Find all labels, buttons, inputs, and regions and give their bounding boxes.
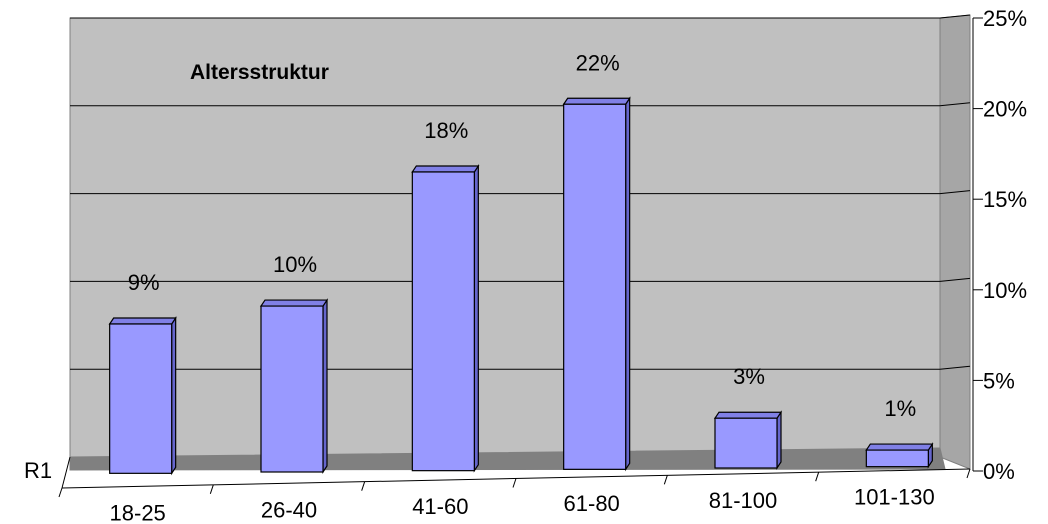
bar-value-label: 18%	[424, 118, 468, 143]
value-axis-tick-label: 10%	[983, 278, 1027, 303]
category-label: 18-25	[110, 500, 166, 524]
gridline-side	[939, 277, 971, 282]
bar-top	[108, 317, 177, 325]
category-label: 26-40	[261, 497, 317, 522]
bar-front	[865, 449, 929, 468]
bar-front	[411, 171, 475, 472]
bar-side	[171, 316, 177, 476]
gridline-side	[939, 14, 971, 19]
bar-value-label: 22%	[576, 50, 620, 75]
side-wall	[939, 14, 971, 470]
bars: 9% 10% 18% 22% 3% 1%	[108, 50, 934, 476]
bar-value-label: 1%	[884, 396, 916, 421]
bar-front	[260, 305, 324, 473]
value-axis-tick-label: 5%	[983, 368, 1015, 393]
category-axis-tick	[58, 487, 63, 498]
gridline-side	[939, 190, 971, 195]
value-axis-tick-label: 0%	[983, 459, 1015, 484]
bar-value-label: 3%	[733, 364, 765, 389]
category-label: 41-60	[412, 494, 468, 519]
value-axis-tick-label: 25%	[983, 6, 1027, 31]
category-label: 81-100	[709, 488, 778, 513]
category-axis-tick	[663, 475, 668, 485]
gridline-side	[939, 102, 971, 107]
category-axis-tick	[512, 478, 517, 488]
value-axis-tick-label: 20%	[983, 97, 1027, 122]
bar	[259, 298, 329, 474]
bar-value-label: 10%	[273, 252, 317, 277]
category-label: 61-80	[564, 491, 620, 516]
gridline-side	[939, 365, 971, 370]
bar-top	[411, 165, 480, 173]
bar-side	[322, 298, 328, 474]
axes: 0% 5% 10% 15% 20% 25% R1 18-25 26-40 41-60 61-80 81…	[24, 6, 1027, 524]
chart-title: Altersstruktur	[190, 61, 329, 84]
bar	[562, 96, 631, 472]
bar-top	[713, 411, 783, 419]
category-label: 101-130	[854, 485, 935, 510]
bar-top	[259, 299, 329, 307]
bar-top	[562, 97, 631, 105]
value-axis-tick-label: 15%	[983, 187, 1027, 212]
bar-top	[865, 443, 934, 451]
bar-value-label: 9%	[128, 270, 160, 295]
category-axis-tick	[966, 468, 971, 479]
series-label: R1	[24, 458, 52, 483]
bar-side	[473, 163, 479, 473]
depth-axis-line	[61, 456, 71, 489]
bar	[411, 163, 480, 473]
bar	[865, 442, 934, 469]
category-axis-tick	[209, 484, 214, 494]
bar	[713, 410, 783, 470]
category-axis-tick	[815, 472, 820, 482]
category-axis-tick	[361, 481, 366, 491]
gridlines	[70, 14, 971, 370]
bar-front	[109, 323, 173, 474]
bar	[108, 316, 177, 476]
bar-front	[563, 103, 627, 470]
bar-front	[714, 417, 778, 469]
